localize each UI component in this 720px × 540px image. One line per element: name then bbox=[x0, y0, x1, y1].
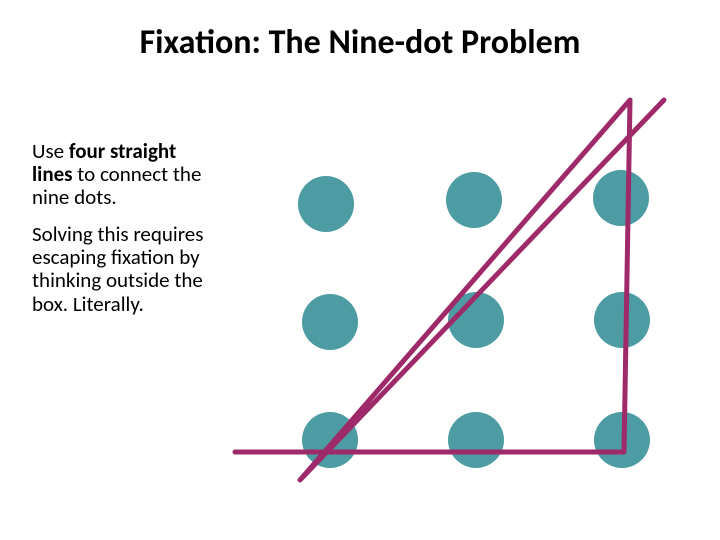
nine-dot-diagram bbox=[0, 0, 720, 540]
solution-lines bbox=[0, 0, 720, 540]
slide: Fixation: The Nine-dot Problem Use four … bbox=[0, 0, 720, 540]
